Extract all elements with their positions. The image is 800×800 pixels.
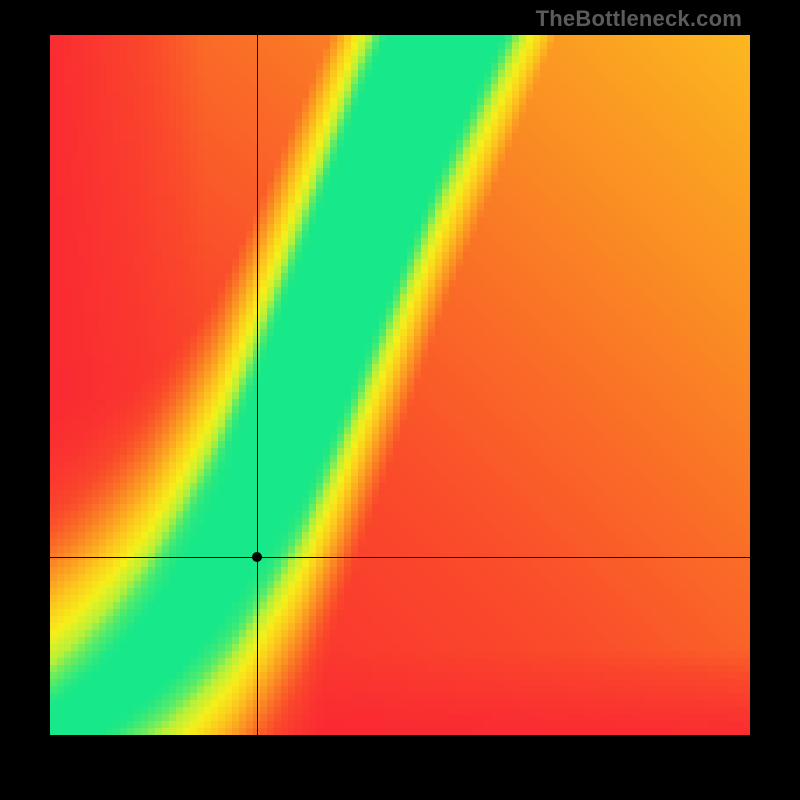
watermark-text: TheBottleneck.com bbox=[536, 6, 742, 32]
heatmap-canvas bbox=[50, 35, 750, 735]
crosshair-horizontal bbox=[50, 557, 750, 558]
heatmap-plot bbox=[50, 35, 750, 735]
crosshair-marker bbox=[252, 552, 262, 562]
crosshair-vertical bbox=[257, 35, 258, 735]
